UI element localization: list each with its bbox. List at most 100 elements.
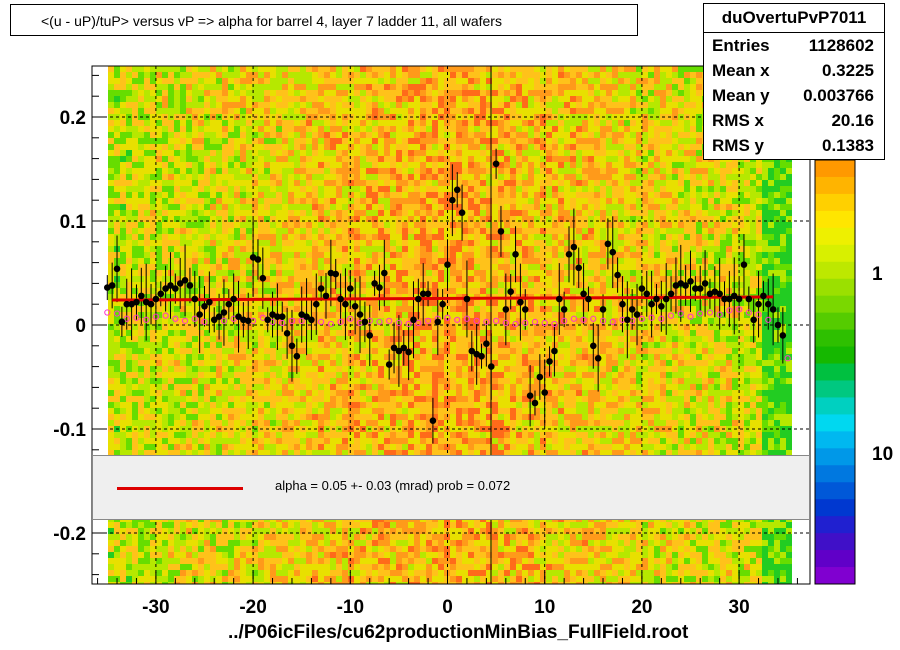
heatmap-cell [582,84,588,90]
heatmap-cell [480,138,486,144]
heatmap-cell [306,264,312,270]
heatmap-cell [774,228,780,234]
heatmap-cell [528,204,534,210]
heatmap-cell [522,168,528,174]
heatmap-cell [390,252,396,258]
heatmap-cell [378,126,384,132]
heatmap-cell [294,102,300,108]
heatmap-cell [762,264,768,270]
heatmap-cell [492,246,498,252]
heatmap-cell [378,174,384,180]
heatmap-cell [744,174,750,180]
heatmap-cell [192,252,198,258]
heatmap-cell [660,120,666,126]
heatmap-cell [438,96,444,102]
heatmap-cell [666,174,672,180]
heatmap-cell [324,96,330,102]
heatmap-cell [294,282,300,288]
heatmap-cell [408,306,414,312]
heatmap-cell [516,306,522,312]
heatmap-cell [438,204,444,210]
heatmap-cell [192,144,198,150]
heatmap-cell [144,276,150,282]
heatmap-cell [594,144,600,150]
heatmap-cell [396,252,402,258]
heatmap-cell [690,252,696,258]
heatmap-cell [366,156,372,162]
heatmap-cell [318,174,324,180]
heatmap-cell [120,162,126,168]
heatmap-cell [450,174,456,180]
heatmap-cell [132,240,138,246]
heatmap-cell [636,168,642,174]
heatmap-cell [486,102,492,108]
heatmap-cell [240,96,246,102]
heatmap-cell [684,306,690,312]
heatmap-cell [396,108,402,114]
heatmap-cell [420,84,426,90]
heatmap-cell [588,234,594,240]
heatmap-cell [438,180,444,186]
heatmap-cell [210,66,216,72]
heatmap-cell [648,318,654,324]
heatmap-cell [738,318,744,324]
heatmap-cell [168,168,174,174]
heatmap-cell [306,72,312,78]
heatmap-cell [750,168,756,174]
heatmap-cell [618,318,624,324]
heatmap-cell [600,108,606,114]
heatmap-cell [654,144,660,150]
heatmap-cell [462,144,468,150]
heatmap-cell [756,192,762,198]
heatmap-cell [552,216,558,222]
heatmap-cell [672,174,678,180]
heatmap-cell [426,318,432,324]
heatmap-cell [522,198,528,204]
heatmap-cell [264,162,270,168]
heatmap-cell [192,108,198,114]
heatmap-cell [240,216,246,222]
heatmap-cell [642,210,648,216]
heatmap-cell [618,288,624,294]
heatmap-cell [192,84,198,90]
heatmap-cell [762,288,768,294]
heatmap-cell [630,276,636,282]
heatmap-cell [210,270,216,276]
heatmap-cell [786,312,792,318]
heatmap-cell [726,258,732,264]
heatmap-cell [684,168,690,174]
heatmap-cell [744,318,750,324]
heatmap-cell [768,162,774,168]
heatmap-cell [108,150,114,156]
heatmap-cell [156,90,162,96]
heatmap-cell [684,72,690,78]
heatmap-cell [306,216,312,222]
heatmap-cell [648,264,654,270]
heatmap-cell [756,258,762,264]
heatmap-cell [534,288,540,294]
heatmap-cell [564,150,570,156]
heatmap-cell [162,240,168,246]
heatmap-cell [432,186,438,192]
heatmap-cell [306,228,312,234]
heatmap-cell [594,120,600,126]
heatmap-cell [414,234,420,240]
heatmap-cell [150,132,156,138]
heatmap-cell [240,186,246,192]
heatmap-cell [246,132,252,138]
heatmap-cell [738,234,744,240]
heatmap-cell [108,240,114,246]
heatmap-cell [402,186,408,192]
heatmap-cell [558,192,564,198]
heatmap-cell [546,234,552,240]
heatmap-cell [138,120,144,126]
heatmap-cell [492,234,498,240]
heatmap-cell [570,210,576,216]
heatmap-cell [774,282,780,288]
heatmap-cell [468,282,474,288]
heatmap-cell [672,120,678,126]
heatmap-cell [546,306,552,312]
heatmap-cell [276,198,282,204]
heatmap-cell [612,126,618,132]
heatmap-cell [612,66,618,72]
